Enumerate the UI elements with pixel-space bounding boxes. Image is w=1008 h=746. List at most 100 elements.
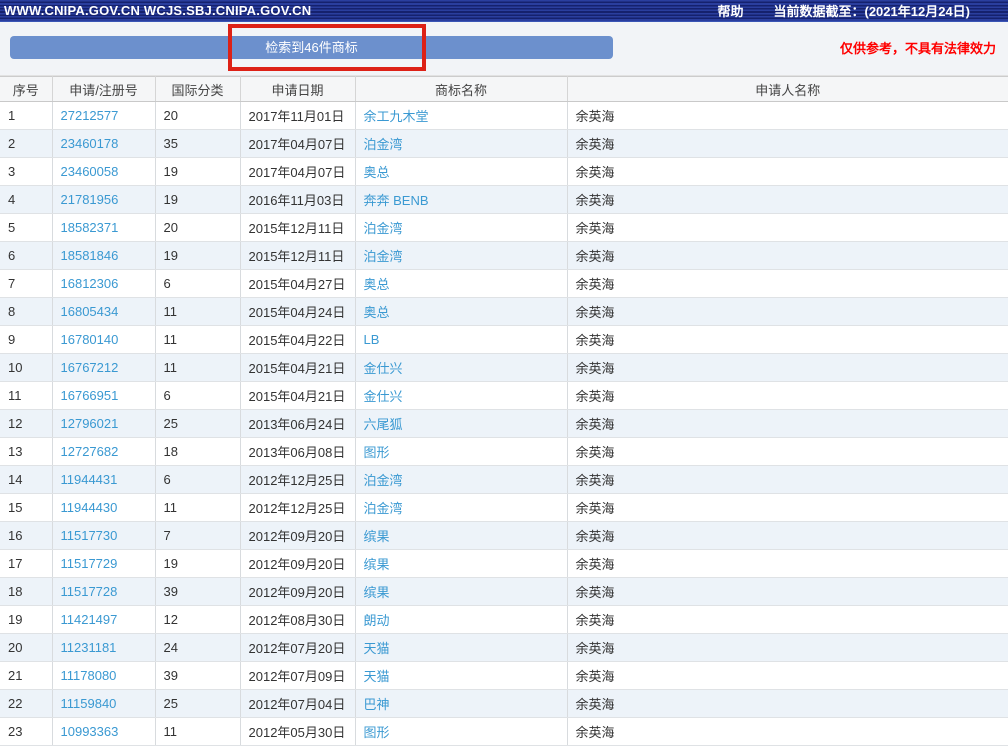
trademark-name-link[interactable]: 金仕兴 bbox=[355, 353, 568, 382]
applicant-name-cell: 余英海 bbox=[567, 241, 1008, 270]
application-number-link[interactable]: 11944430 bbox=[52, 493, 156, 522]
table-row: 2 23460178 35 2017年04月07日 泊金湾 余英海 bbox=[0, 129, 1008, 158]
trademark-name-link[interactable]: 缤果 bbox=[355, 521, 568, 550]
intl-class-cell: 6 bbox=[155, 465, 241, 494]
application-number-link[interactable]: 16805434 bbox=[52, 297, 156, 326]
table-row: 21 11178080 39 2012年07月09日 天猫 余英海 bbox=[0, 661, 1008, 690]
trademark-name-link[interactable]: 天猫 bbox=[355, 661, 568, 690]
intl-class-cell: 6 bbox=[155, 381, 241, 410]
application-number-link[interactable]: 23460178 bbox=[52, 129, 156, 158]
application-number-link[interactable]: 11178080 bbox=[52, 661, 156, 690]
trademark-name-link[interactable]: 奥总 bbox=[355, 269, 568, 298]
result-count-button[interactable]: 检索到46件商标 bbox=[10, 36, 613, 59]
application-date-cell: 2012年07月20日 bbox=[240, 633, 356, 662]
disclaimer-text: 仅供参考，不具有法律效力 bbox=[839, 41, 996, 56]
application-date-cell: 2013年06月24日 bbox=[240, 409, 356, 438]
application-date-cell: 2012年09月20日 bbox=[240, 577, 356, 606]
trademark-name-link[interactable]: 天猫 bbox=[355, 633, 568, 662]
results-table: 序号 申请/注册号 国际分类 申请日期 商标名称 申请人名称 1 27212577 20 201… bbox=[0, 76, 1008, 746]
serial-cell: 21 bbox=[0, 661, 53, 690]
column-header-col-intl-class: 国际分类 bbox=[155, 76, 241, 102]
application-number-link[interactable]: 11944431 bbox=[52, 465, 156, 494]
table-row: 23 10993363 11 2012年05月30日 图形 余英海 bbox=[0, 717, 1008, 746]
application-number-link[interactable]: 11517728 bbox=[52, 577, 156, 606]
application-date-cell: 2012年09月20日 bbox=[240, 549, 356, 578]
trademark-name-link[interactable]: 图形 bbox=[355, 437, 568, 466]
column-header-col-trademark-name: 商标名称 bbox=[355, 76, 568, 102]
column-header-col-applicant-name: 申请人名称 bbox=[567, 76, 1008, 102]
serial-cell: 18 bbox=[0, 577, 53, 606]
application-number-link[interactable]: 18582371 bbox=[52, 213, 156, 242]
intl-class-cell: 11 bbox=[155, 717, 241, 746]
trademark-name-link[interactable]: 余工九木堂 bbox=[355, 101, 568, 130]
table-row: 4 21781956 19 2016年11月03日 奔奔 BENB 余英海 bbox=[0, 185, 1008, 214]
application-number-link[interactable]: 11159840 bbox=[52, 689, 156, 718]
intl-class-cell: 11 bbox=[155, 353, 241, 382]
trademark-name-link[interactable]: 泊金湾 bbox=[355, 129, 568, 158]
application-number-link[interactable]: 23460058 bbox=[52, 157, 156, 186]
application-number-link[interactable]: 27212577 bbox=[52, 101, 156, 130]
application-date-cell: 2017年11月01日 bbox=[240, 101, 356, 130]
trademark-name-link[interactable]: 奥总 bbox=[355, 157, 568, 186]
application-number-link[interactable]: 11517730 bbox=[52, 521, 156, 550]
application-date-cell: 2015年04月22日 bbox=[240, 325, 356, 354]
application-number-link[interactable]: 11231181 bbox=[52, 633, 156, 662]
application-date-cell: 2012年12月25日 bbox=[240, 493, 356, 522]
applicant-name-cell: 余英海 bbox=[567, 381, 1008, 410]
trademark-name-link[interactable]: 泊金湾 bbox=[355, 213, 568, 242]
trademark-name-link[interactable]: 泊金湾 bbox=[355, 465, 568, 494]
trademark-name-link[interactable]: 六尾狐 bbox=[355, 409, 568, 438]
trademark-name-link[interactable]: 缤果 bbox=[355, 577, 568, 606]
help-link[interactable]: 帮助 bbox=[717, 4, 744, 19]
trademark-name-link[interactable]: 奔奔 BENB bbox=[355, 185, 568, 214]
serial-cell: 7 bbox=[0, 269, 53, 298]
application-date-cell: 2017年04月07日 bbox=[240, 129, 356, 158]
column-header-col-serial: 序号 bbox=[0, 76, 53, 102]
application-number-link[interactable]: 21781956 bbox=[52, 185, 156, 214]
application-number-link[interactable]: 16780140 bbox=[52, 325, 156, 354]
applicant-name-cell: 余英海 bbox=[567, 549, 1008, 578]
applicant-name-cell: 余英海 bbox=[567, 101, 1008, 130]
application-number-link[interactable]: 11421497 bbox=[52, 605, 156, 634]
application-date-cell: 2012年09月20日 bbox=[240, 521, 356, 550]
application-number-link[interactable]: 12796021 bbox=[52, 409, 156, 438]
serial-cell: 17 bbox=[0, 549, 53, 578]
table-row: 19 11421497 12 2012年08月30日 朗动 余英海 bbox=[0, 605, 1008, 634]
trademark-name-link[interactable]: 朗动 bbox=[355, 605, 568, 634]
application-date-cell: 2012年07月04日 bbox=[240, 689, 356, 718]
trademark-name-link[interactable]: 缤果 bbox=[355, 549, 568, 578]
table-row: 15 11944430 11 2012年12月25日 泊金湾 余英海 bbox=[0, 493, 1008, 522]
application-number-link[interactable]: 10993363 bbox=[52, 717, 156, 746]
applicant-name-cell: 余英海 bbox=[567, 465, 1008, 494]
applicant-name-cell: 余英海 bbox=[567, 633, 1008, 662]
application-number-link[interactable]: 16767212 bbox=[52, 353, 156, 382]
column-header-col-application-number: 申请/注册号 bbox=[52, 76, 156, 102]
application-date-cell: 2015年04月21日 bbox=[240, 381, 356, 410]
table-row: 1 27212577 20 2017年11月01日 余工九木堂 余英海 bbox=[0, 101, 1008, 130]
trademark-name-link[interactable]: 奥总 bbox=[355, 297, 568, 326]
table-row: 7 16812306 6 2015年04月27日 奥总 余英海 bbox=[0, 269, 1008, 298]
application-number-link[interactable]: 16812306 bbox=[52, 269, 156, 298]
application-date-cell: 2012年08月30日 bbox=[240, 605, 356, 634]
serial-cell: 9 bbox=[0, 325, 53, 354]
applicant-name-cell: 余英海 bbox=[567, 129, 1008, 158]
application-date-cell: 2012年12月25日 bbox=[240, 465, 356, 494]
trademark-name-link[interactable]: LB bbox=[355, 325, 568, 354]
applicant-name-cell: 余英海 bbox=[567, 409, 1008, 438]
application-number-link[interactable]: 18581846 bbox=[52, 241, 156, 270]
intl-class-cell: 7 bbox=[155, 521, 241, 550]
application-number-link[interactable]: 11517729 bbox=[52, 549, 156, 578]
trademark-name-link[interactable]: 金仕兴 bbox=[355, 381, 568, 410]
trademark-name-link[interactable]: 巴神 bbox=[355, 689, 568, 718]
trademark-name-link[interactable]: 泊金湾 bbox=[355, 493, 568, 522]
application-date-cell: 2015年12月11日 bbox=[240, 241, 356, 270]
intl-class-cell: 20 bbox=[155, 213, 241, 242]
intl-class-cell: 11 bbox=[155, 325, 241, 354]
application-number-link[interactable]: 12727682 bbox=[52, 437, 156, 466]
serial-cell: 2 bbox=[0, 129, 53, 158]
application-number-link[interactable]: 16766951 bbox=[52, 381, 156, 410]
trademark-name-link[interactable]: 图形 bbox=[355, 717, 568, 746]
intl-class-cell: 19 bbox=[155, 157, 241, 186]
trademark-name-link[interactable]: 泊金湾 bbox=[355, 241, 568, 270]
serial-cell: 13 bbox=[0, 437, 53, 466]
